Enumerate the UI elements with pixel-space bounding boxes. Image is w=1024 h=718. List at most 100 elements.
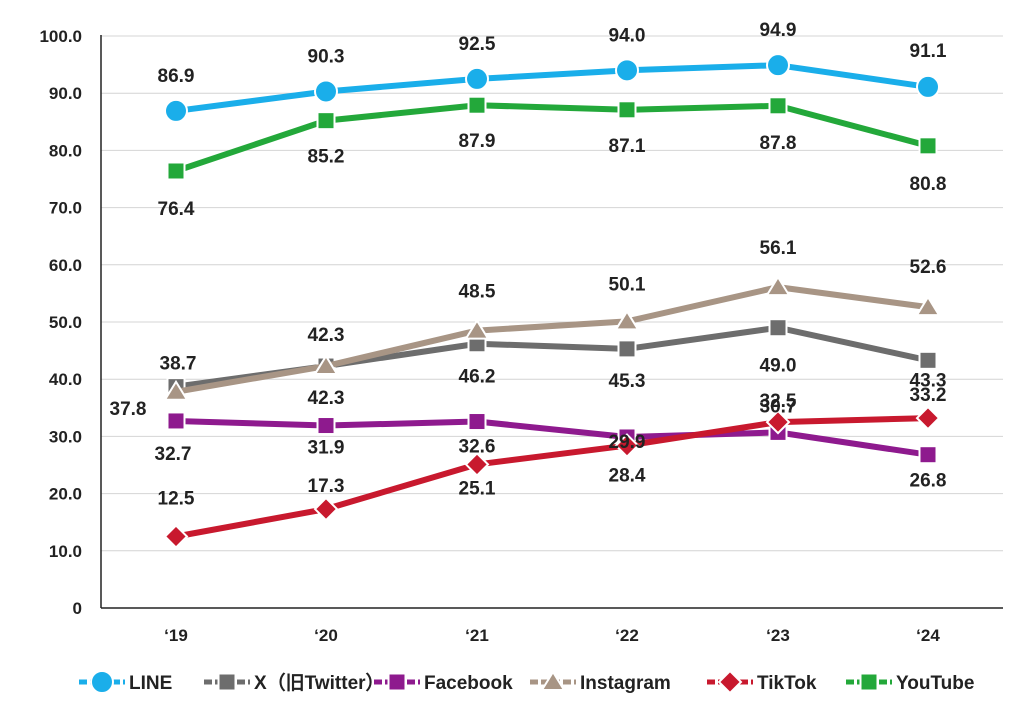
data-point-marker: [465, 66, 489, 91]
data-point-marker: [918, 445, 938, 465]
data-point-marker: [313, 496, 339, 522]
data-point-marker: [617, 100, 637, 120]
data-label: 50.1: [609, 274, 646, 295]
data-label: 26.8: [910, 471, 947, 492]
y-tick-label: 0: [73, 599, 82, 618]
data-point-marker: [765, 275, 791, 297]
data-point-marker: [467, 412, 487, 432]
data-label: 45.3: [609, 371, 646, 392]
data-label: 30.7: [760, 396, 797, 417]
data-label: 94.9: [760, 20, 797, 41]
data-point-marker: [915, 295, 941, 317]
data-point-marker: [918, 350, 938, 370]
x-tick-label: ‘21: [465, 626, 489, 645]
data-label: 17.3: [308, 476, 345, 497]
data-point-marker: [166, 161, 186, 181]
data-label: 42.3: [308, 325, 345, 346]
legend-marker: [717, 669, 743, 695]
legend-marker: [387, 672, 407, 692]
legend-item: Instagram: [530, 670, 671, 694]
legend-label: LINE: [129, 673, 172, 694]
y-tick-label: 20.0: [49, 485, 82, 504]
data-point-marker: [464, 318, 490, 340]
data-label: 12.5: [158, 489, 195, 510]
data-label: 87.1: [609, 136, 646, 157]
data-point-marker: [617, 339, 637, 359]
y-tick-label: 80.0: [49, 141, 82, 160]
series-line: [175, 417, 929, 458]
series-xtwitter: [166, 318, 938, 397]
data-label: 87.8: [760, 133, 797, 154]
data-label: 32.5: [760, 391, 797, 412]
data-label: 46.2: [459, 367, 496, 388]
y-tick-label: 100.0: [39, 27, 82, 46]
data-point-marker: [163, 524, 189, 549]
legend-item: Facebook: [374, 672, 513, 694]
data-label: 32.7: [155, 444, 192, 465]
axes: [100, 35, 1003, 609]
legend-item: LINE: [79, 670, 172, 694]
series-line: [175, 102, 929, 174]
series-instagram: [163, 275, 941, 401]
legend-marker: [540, 670, 566, 691]
data-label: 76.4: [158, 199, 195, 220]
legend: LINE X（旧Twitter） Facebook Instagram TikTok Yo…: [79, 669, 974, 695]
y-tick-label: 60.0: [49, 256, 82, 275]
legend-label: TikTok: [757, 673, 817, 694]
y-tick-label: 10.0: [49, 542, 82, 561]
data-label: 43.3: [910, 370, 947, 391]
data-point-marker: [768, 96, 788, 116]
legend-label: Instagram: [580, 673, 671, 694]
series-line: [175, 62, 929, 114]
data-label: 37.8: [110, 399, 147, 420]
series-youtube: [166, 95, 938, 181]
legend-marker: [217, 672, 237, 692]
legend-label: YouTube: [896, 673, 974, 694]
data-label: 42.3: [308, 388, 345, 409]
data-label: 80.8: [910, 174, 947, 195]
data-label: 28.4: [609, 466, 646, 487]
x-axis-ticks: ‘19 ‘20 ‘21 ‘22 ‘23 ‘24: [164, 626, 940, 645]
x-tick-label: ‘24: [916, 626, 940, 645]
legend-marker: [90, 670, 114, 694]
data-label: 56.1: [760, 238, 797, 259]
data-label: 48.5: [459, 282, 496, 303]
y-axis-ticks: 0 10.0 20.0 30.0 40.0 50.0 60.0 70.0 80.0 90.0 100…: [39, 27, 82, 618]
data-label: 49.0: [760, 356, 797, 377]
x-tick-label: ‘19: [164, 626, 188, 645]
data-point-marker: [464, 452, 490, 477]
data-label: 85.2: [308, 147, 345, 168]
legend-item: TikTok: [707, 669, 817, 695]
y-tick-label: 90.0: [49, 84, 82, 103]
data-labels: 86.9 90.3 92.5 94.0 94.9 91.1 38.7 42.3 46.2 45.3…: [110, 20, 947, 509]
data-point-marker: [164, 98, 188, 123]
data-point-marker: [916, 74, 940, 99]
data-point-marker: [166, 411, 186, 431]
data-point-marker: [615, 58, 639, 83]
legend-label: Facebook: [424, 673, 513, 694]
series-line: [175, 284, 929, 395]
series-line: [164, 53, 940, 123]
data-point-marker: [915, 405, 941, 431]
data-label: 94.0: [609, 25, 646, 46]
data-label: 92.5: [459, 34, 496, 55]
data-point-marker: [766, 53, 790, 78]
y-tick-label: 50.0: [49, 313, 82, 332]
data-point-marker: [614, 433, 640, 458]
data-label: 32.6: [459, 437, 496, 458]
x-tick-label: ‘23: [766, 626, 790, 645]
data-label: 29.9: [609, 432, 646, 453]
data-point-marker: [614, 309, 640, 331]
data-label: 86.9: [158, 66, 195, 87]
y-tick-label: 70.0: [49, 199, 82, 218]
y-tick-label: 30.0: [49, 427, 82, 446]
data-point-marker: [316, 416, 336, 436]
legend-label: X（旧Twitter）: [254, 671, 385, 694]
data-label: 91.1: [910, 41, 947, 62]
data-point-marker: [313, 354, 339, 376]
data-point-marker: [467, 95, 487, 115]
data-point-marker: [765, 409, 791, 435]
series-line: [175, 415, 929, 540]
data-label: 25.1: [459, 478, 496, 499]
data-point-marker: [918, 136, 938, 156]
